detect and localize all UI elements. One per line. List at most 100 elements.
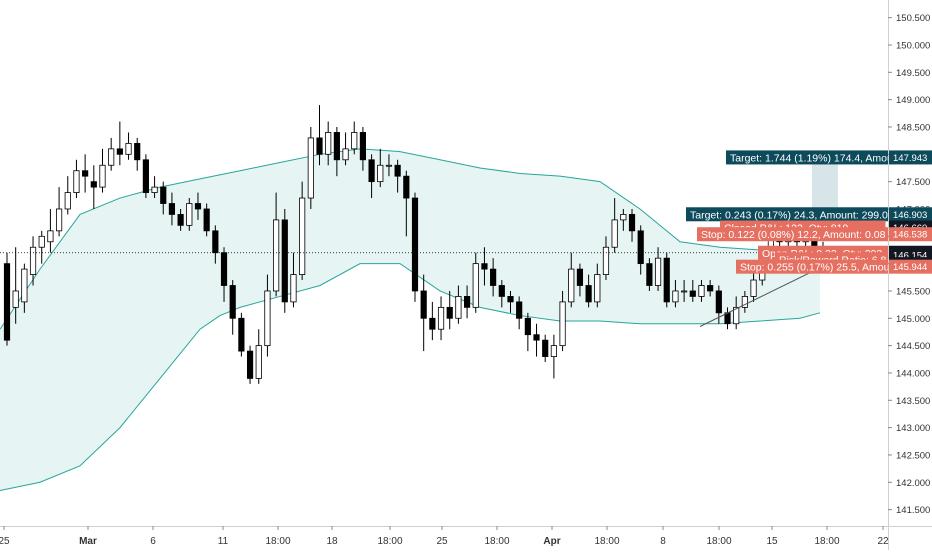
y-tick-label: 142.500 — [896, 450, 930, 461]
candle — [359, 126, 367, 171]
position-label-text: Target: 0.243 (0.17%) 24.3, Amount: 299.… — [690, 209, 894, 221]
candle-body-bull — [672, 290, 679, 303]
candle-body-bull — [99, 164, 106, 188]
candle — [168, 192, 176, 226]
y-tick-label: 143.000 — [896, 423, 930, 434]
candle-body-bull — [73, 170, 80, 193]
candle-body-bull — [299, 197, 306, 275]
candle-body-bull — [21, 268, 28, 303]
y-tick-label: 149.500 — [896, 68, 930, 79]
candle-body-bull — [47, 230, 54, 243]
candle-body-bear — [507, 296, 514, 303]
price-tag-label: 146.154 — [893, 251, 927, 262]
x-tick-label: 15 — [766, 536, 778, 547]
candle — [125, 132, 132, 160]
candle — [403, 170, 410, 237]
candle — [750, 269, 757, 302]
candle — [264, 274, 271, 357]
candle-body-bear — [368, 159, 375, 183]
candle — [689, 280, 696, 302]
candle-body-bull — [351, 132, 358, 150]
candle — [559, 290, 566, 352]
candle-body-bull — [385, 164, 393, 167]
y-tick-label: 149.000 — [896, 95, 930, 106]
candle — [82, 154, 89, 193]
candle-body-bear — [637, 230, 644, 265]
candle-body-bull — [455, 296, 462, 319]
bollinger-bands-layer — [0, 148, 821, 491]
candle-body-bear — [3, 263, 11, 341]
candle-body-bull — [12, 290, 19, 308]
candle — [698, 280, 705, 302]
candle — [325, 121, 332, 166]
price-tag-label: 146.903 — [893, 210, 927, 221]
x-tick-label: 18:00 — [377, 536, 402, 547]
candle-body-bear — [229, 285, 236, 319]
candle — [90, 165, 97, 209]
candle — [672, 280, 679, 308]
price-tag-bg — [889, 259, 932, 274]
candle-body-bear — [411, 197, 419, 292]
candle-body-bull — [620, 214, 627, 221]
candle — [299, 181, 306, 281]
candle — [394, 159, 401, 193]
candle — [620, 208, 627, 231]
candle — [663, 252, 670, 308]
candle-body-bear — [82, 170, 89, 177]
candle — [160, 181, 167, 215]
candle — [55, 187, 63, 237]
price-tag-stop: 145.944 — [889, 259, 932, 274]
x-tick-label: 18 — [326, 536, 338, 547]
x-tick-label: 18:00 — [706, 536, 731, 547]
y-tick-label: 142.000 — [896, 478, 930, 489]
candle — [628, 208, 636, 242]
candle-body-bull — [550, 345, 557, 357]
candle — [472, 252, 479, 313]
x-tick-label: 18:00 — [265, 536, 290, 547]
candle — [385, 154, 393, 177]
candle — [255, 329, 262, 384]
position-label-stop: Stop: 0.122 (0.08%) 12.2, Amount: 0.08 — [697, 227, 888, 242]
candle — [203, 203, 210, 237]
candle-body-bear — [715, 290, 722, 314]
candle-body-bull — [611, 219, 618, 248]
price-tag-stop: 146.538 — [889, 227, 932, 242]
bollinger-lower-line — [0, 263, 821, 491]
bollinger-band-fill — [0, 148, 820, 491]
x-tick-label: 18:00 — [484, 536, 509, 547]
position-label-bg — [686, 207, 888, 222]
position-label-text: Stop: 0.122 (0.08%) 12.2, Amount: 0.08 — [701, 229, 886, 241]
candle — [212, 225, 219, 264]
x-tick-label: 25 — [0, 536, 10, 547]
candle — [12, 247, 19, 324]
candle-body-bull — [681, 290, 688, 293]
x-tick-label: 8 — [660, 536, 666, 547]
candle — [47, 208, 54, 253]
candle — [38, 230, 45, 264]
y-tick-label: 147.500 — [896, 177, 930, 188]
price-tag-label: 145.944 — [893, 262, 927, 273]
candle — [290, 252, 297, 308]
candle — [186, 198, 193, 231]
candle — [3, 252, 11, 346]
candle — [177, 208, 184, 231]
price-tag-target: 147.943 — [889, 150, 932, 165]
position-label-target: Target: 0.243 (0.17%) 24.3, Amount: 299.… — [686, 207, 894, 222]
candle — [637, 225, 644, 275]
candle-body-bear — [194, 203, 202, 210]
candle-body-bull — [733, 306, 740, 325]
candle-body-bear — [663, 257, 670, 303]
candle — [646, 258, 653, 291]
candle-body-bear — [628, 214, 636, 232]
candle-body-bull — [437, 306, 445, 330]
candle-body-bear — [246, 350, 254, 379]
candle — [533, 323, 540, 357]
candle — [594, 263, 601, 308]
candle — [550, 334, 557, 379]
y-tick-label: 145.000 — [896, 314, 930, 325]
candle-body-bear — [142, 159, 149, 193]
candle — [429, 301, 436, 341]
candle — [273, 192, 280, 297]
